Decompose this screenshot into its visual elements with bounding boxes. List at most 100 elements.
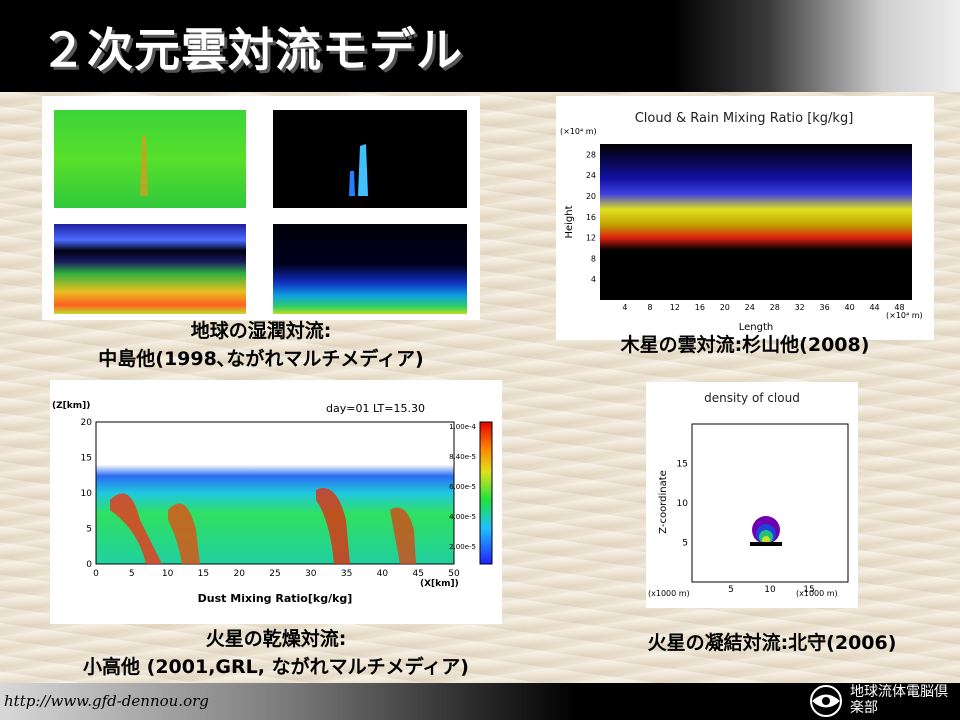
jupiter-x-tick: 16 [695, 303, 705, 312]
mars-dust-ylabel: (Z[km]) [52, 401, 90, 411]
mars-dust-colorbar [479, 421, 493, 565]
title-bar [0, 0, 960, 92]
mars-dust-panel: (Z[km]) day=01 LT=15.30 0 5 10 15 20 0 5 10 15 2… [50, 380, 502, 624]
jupiter-y-unit: (×10⁴ m) [560, 127, 597, 136]
mars-cloud-x-tick: 5 [728, 585, 734, 595]
mars-dust-colorbar-label: 4.00e-5 [449, 513, 476, 521]
mars-dust-x-tick: 0 [93, 569, 99, 579]
earth-caption-line1: 地球の湿潤対流: [190, 320, 332, 342]
mars-dust-xlabel: Dust Mixing Ratio[kg/kg] [198, 592, 353, 605]
jupiter-x-tick: 24 [745, 303, 755, 312]
jupiter-y-tick: 16 [586, 213, 596, 222]
jupiter-x-tick: 44 [869, 303, 879, 312]
jupiter-caption: 木星の雲対流:杉山他(2008) [620, 334, 870, 356]
mars-dust-y-tick: 20 [81, 418, 93, 428]
earth-subplot-2-cloud-2 [349, 171, 355, 196]
mars-dust-figure: (Z[km]) day=01 LT=15.30 0 5 10 15 20 0 5 10 15 2… [52, 401, 493, 605]
mars-cloud-y-tick: 15 [677, 460, 688, 470]
slide-title: ２次元雲対流モデル [40, 23, 463, 77]
earth-convection-figure [54, 110, 467, 314]
earth-subplot-2-cloud [358, 144, 368, 196]
mars-dust-plume-4 [390, 507, 416, 564]
mars-dust-time-label: day=01 LT=15.30 [326, 402, 425, 415]
jupiter-plot-title: Cloud & Rain Mixing Ratio [kg/kg] [635, 111, 854, 126]
jupiter-x-tick: 40 [845, 303, 855, 312]
mars-dust-x-tick: 35 [341, 569, 352, 579]
earth-convection-panel [42, 96, 480, 320]
mars-dust-plume-2 [168, 503, 200, 564]
earth-subplot-2 [273, 110, 467, 208]
mars-dust-x-tick: 25 [269, 569, 280, 579]
mars-cloud-y-unit: (x1000 m) [648, 589, 690, 598]
jupiter-xlabel: Length [739, 322, 774, 333]
jupiter-convection-figure: Cloud & Rain Mixing Ratio [kg/kg] (×10⁴ … [560, 111, 923, 333]
jupiter-x-tick: 28 [770, 303, 780, 312]
mars-dust-caption-line2: 小高他 (2001,GRL, ながれマルチメディア) [83, 656, 469, 678]
mars-dust-x-tick: 30 [305, 569, 317, 579]
mars-dust-colorbar-label: 6.00e-5 [449, 483, 476, 491]
mars-dust-colorbar-label: 8.40e-5 [449, 453, 476, 461]
mars-dust-x-unit: (X[km]) [420, 579, 459, 589]
mars-cloud-panel: density of cloud 5 10 15 5 10 15 Z-coordinat… [646, 382, 858, 608]
jupiter-y-tick: 28 [586, 150, 596, 159]
jupiter-x-tick: 4 [622, 303, 627, 312]
mars-dust-plume-3 [316, 488, 350, 564]
earth-subplot-1-plume [140, 136, 148, 196]
mars-dust-colorbar-label: 2.00e-5 [449, 543, 476, 551]
footer-bar [0, 683, 960, 720]
mars-dust-x-tick: 5 [129, 569, 135, 579]
jupiter-y-tick: 12 [586, 234, 596, 243]
mars-cloud-plot-area [691, 423, 849, 583]
mars-dust-plot-area [95, 421, 455, 565]
mars-dust-y-tick: 15 [81, 454, 92, 464]
jupiter-x-tick: 8 [647, 303, 652, 312]
jupiter-x-ticks: 4 8 12 16 20 24 28 32 36 40 44 48 [622, 303, 904, 312]
jupiter-y-ticks: 4 8 12 16 20 24 28 [586, 150, 596, 284]
jupiter-plot-area [600, 144, 912, 300]
earth-subplot-3 [54, 224, 246, 314]
mars-cloud-y-tick: 5 [682, 539, 688, 549]
dennou-logo-icon [810, 685, 842, 717]
dennou-logo-text: 地球流体電脳倶楽部 [850, 684, 948, 716]
mars-dust-x-tick: 45 [412, 569, 423, 579]
mars-cloud-x-ticks: 5 10 15 [728, 585, 815, 595]
jupiter-y-tick: 20 [586, 192, 596, 201]
mars-dust-y-ticks: 0 5 10 15 20 [81, 418, 93, 570]
mars-dust-x-tick: 40 [377, 569, 389, 579]
mars-dust-y-tick: 10 [81, 489, 93, 499]
jupiter-convection-panel: Cloud & Rain Mixing Ratio [kg/kg] (×10⁴ … [556, 96, 934, 340]
mars-dust-y-tick: 5 [86, 525, 92, 535]
jupiter-x-tick: 12 [670, 303, 680, 312]
jupiter-x-tick: 36 [820, 303, 830, 312]
mars-dust-x-ticks: 0 5 10 15 20 25 30 35 40 45 50 [93, 569, 460, 579]
mars-dust-x-tick: 50 [448, 569, 460, 579]
mars-cloud-caption: 火星の凝結対流:北守(2006) [647, 632, 897, 654]
mars-dust-x-tick: 15 [198, 569, 209, 579]
mars-dust-y-tick: 0 [86, 560, 92, 570]
earth-caption-line2: 中島他(1998､ながれマルチメディア) [98, 348, 424, 370]
jupiter-x-tick: 32 [795, 303, 805, 312]
mars-dust-caption-line1: 火星の乾燥対流: [205, 628, 347, 650]
jupiter-x-unit: (×10⁴ m) [886, 311, 923, 320]
mars-dust-plume-1 [110, 493, 162, 564]
jupiter-y-tick: 4 [591, 275, 596, 284]
footer-url[interactable]: http://www.gfd-dennou.org [4, 692, 209, 710]
mars-dust-colorbar-label: 1.00e-4 [449, 423, 476, 431]
jupiter-ylabel: Height [564, 205, 575, 238]
mars-dust-x-tick: 20 [233, 569, 245, 579]
jupiter-x-tick: 20 [720, 303, 730, 312]
earth-subplot-1 [54, 110, 246, 208]
mars-cloud-figure: density of cloud 5 10 15 5 10 15 Z-coordinat… [648, 391, 849, 598]
mars-cloud-x-tick: 15 [803, 585, 814, 595]
mars-cloud-plot-title: density of cloud [704, 391, 800, 405]
mars-cloud-x-unit: (x1000 m) [796, 589, 838, 598]
mars-cloud-blob [750, 516, 782, 546]
mars-cloud-y-tick: 10 [677, 499, 689, 509]
mars-cloud-x-tick: 10 [764, 585, 776, 595]
mars-cloud-ylabel: Z-coordinate [658, 470, 669, 534]
mars-cloud-y-ticks: 5 10 15 [677, 460, 689, 549]
earth-subplot-4 [273, 224, 467, 314]
jupiter-y-tick: 8 [591, 254, 596, 263]
mars-dust-x-tick: 10 [162, 569, 174, 579]
mars-dust-colorbar-labels: 1.00e-4 8.40e-5 6.00e-5 4.00e-5 2.00e-5 [449, 423, 476, 551]
